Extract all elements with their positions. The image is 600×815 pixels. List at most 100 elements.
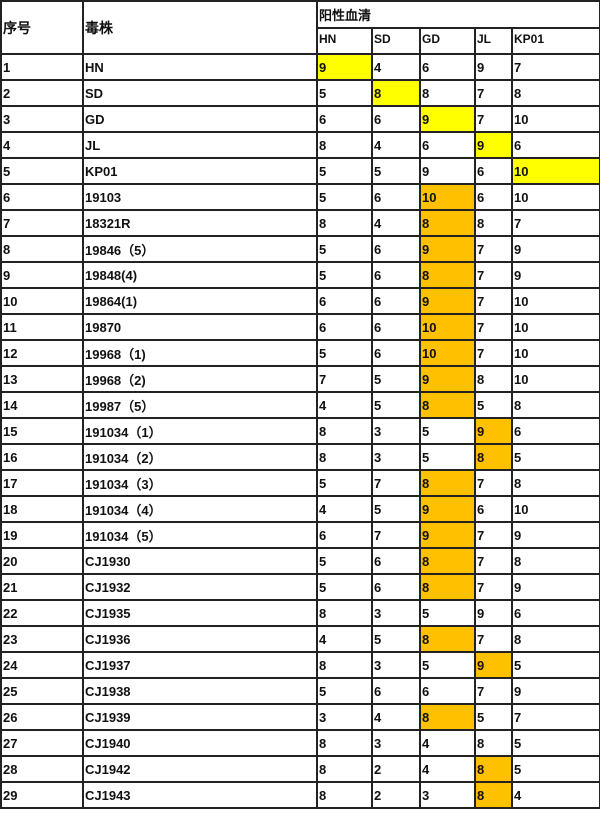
cell-kp01: 10: [510, 365, 600, 393]
row-strain: 19968（1): [82, 339, 318, 367]
cell-hn: 5: [316, 79, 373, 107]
cell-hn: 4: [316, 391, 373, 419]
cell-hn: 5: [316, 235, 373, 263]
cell-kp01: 10: [510, 313, 600, 341]
cell-kp01: 5: [510, 729, 600, 757]
table-row: 3 GD 6 6 9 7 10: [0, 105, 600, 133]
cell-hn: 6: [316, 105, 373, 133]
table-row: 27 CJ1940 8 3 4 8 5: [0, 729, 600, 757]
cell-sd: 3: [371, 443, 421, 471]
row-strain: CJ1937: [82, 651, 318, 679]
cell-jl: 7: [474, 625, 513, 653]
cell-jl: 7: [474, 573, 513, 601]
cell-sd: 3: [371, 417, 421, 445]
cell-hn: 8: [316, 755, 373, 783]
cell-gd: 8: [419, 547, 476, 575]
cell-jl: 7: [474, 235, 513, 263]
cell-sd: 2: [371, 781, 421, 809]
table-row: 8 19846（5） 5 6 9 7 9: [0, 235, 600, 263]
cell-kp01: 9: [510, 261, 600, 289]
cell-gd: 6: [419, 677, 476, 705]
row-index: 10: [0, 287, 84, 315]
cell-gd: 9: [419, 521, 476, 549]
cell-kp01: 9: [510, 573, 600, 601]
cell-jl: 8: [474, 209, 513, 237]
cell-gd: 5: [419, 651, 476, 679]
cell-jl: 9: [474, 651, 513, 679]
table-body: 1 HN 9 4 6 9 7 2 SD 5 8 8 7 8 3 GD 6 6 9 7 10 4 JL 8 4 6 9 6 5 KP01 5 5…: [0, 53, 600, 809]
row-strain: 19846（5）: [82, 235, 318, 263]
cell-jl: 7: [474, 261, 513, 289]
cell-sd: 5: [371, 365, 421, 393]
cell-sd: 4: [371, 209, 421, 237]
cell-gd: 4: [419, 729, 476, 757]
table-row: 4 JL 8 4 6 9 6: [0, 131, 600, 159]
cell-jl: 8: [474, 365, 513, 393]
table-row: 10 19864(1) 6 6 9 7 10: [0, 287, 600, 315]
row-index: 15: [0, 417, 84, 445]
row-strain: GD: [82, 105, 318, 133]
header-strain: 毒株: [82, 0, 318, 55]
cell-kp01: 10: [510, 105, 600, 133]
cell-sd: 5: [371, 157, 421, 185]
cell-jl: 9: [474, 53, 513, 81]
row-index: 25: [0, 677, 84, 705]
row-strain: 191034（2）: [82, 443, 318, 471]
cell-jl: 7: [474, 105, 513, 133]
cell-kp01: 9: [510, 677, 600, 705]
row-strain: 191034（5）: [82, 521, 318, 549]
cell-sd: 7: [371, 521, 421, 549]
cell-sd: 6: [371, 261, 421, 289]
cell-hn: 5: [316, 469, 373, 497]
cell-gd: 9: [419, 105, 476, 133]
table-row: 17 191034（3） 5 7 8 7 8: [0, 469, 600, 497]
cell-hn: 8: [316, 417, 373, 445]
cell-jl: 8: [474, 781, 513, 809]
row-index: 24: [0, 651, 84, 679]
cell-sd: 5: [371, 495, 421, 523]
cell-kp01: 10: [510, 183, 600, 211]
row-strain: 19864(1): [82, 287, 318, 315]
row-index: 27: [0, 729, 84, 757]
cell-jl: 8: [474, 729, 513, 757]
row-strain: JL: [82, 131, 318, 159]
header-positive-serum: 阳性血清: [315, 0, 600, 29]
row-strain: 191034（1）: [82, 417, 318, 445]
cell-gd: 5: [419, 443, 476, 471]
cell-kp01: 6: [510, 131, 600, 159]
table-row: 7 18321R 8 4 8 8 7: [0, 209, 600, 237]
row-index: 2: [0, 79, 84, 107]
row-strain: 191034（3）: [82, 469, 318, 497]
row-strain: SD: [82, 79, 318, 107]
table-row: 23 CJ1936 4 5 8 7 8: [0, 625, 600, 653]
row-strain: 19848(4): [82, 261, 318, 289]
cell-sd: 6: [371, 339, 421, 367]
table-row: 14 19987（5） 4 5 8 5 8: [0, 391, 600, 419]
cell-gd: 9: [419, 365, 476, 393]
cell-jl: 8: [474, 443, 513, 471]
cell-kp01: 7: [510, 53, 600, 81]
table-row: 19 191034（5） 6 7 9 7 9: [0, 521, 600, 549]
row-strain: 19987（5）: [82, 391, 318, 419]
header-serum-gd: GD: [419, 27, 476, 55]
cell-jl: 6: [474, 495, 513, 523]
table-row: 18 191034（4） 4 5 9 6 10: [0, 495, 600, 523]
cell-kp01: 8: [510, 391, 600, 419]
row-strain: CJ1940: [82, 729, 318, 757]
row-strain: CJ1935: [82, 599, 318, 627]
cell-sd: 4: [371, 53, 421, 81]
cell-hn: 5: [316, 547, 373, 575]
cell-kp01: 7: [510, 209, 600, 237]
cell-hn: 6: [316, 521, 373, 549]
row-index: 26: [0, 703, 84, 731]
cell-jl: 7: [474, 547, 513, 575]
row-strain: CJ1938: [82, 677, 318, 705]
cell-hn: 3: [316, 703, 373, 731]
header-serum-sd: SD: [371, 27, 421, 55]
row-index: 18: [0, 495, 84, 523]
cell-kp01: 6: [510, 599, 600, 627]
cell-hn: 6: [316, 313, 373, 341]
cell-kp01: 5: [510, 443, 600, 471]
row-strain: 19870: [82, 313, 318, 341]
